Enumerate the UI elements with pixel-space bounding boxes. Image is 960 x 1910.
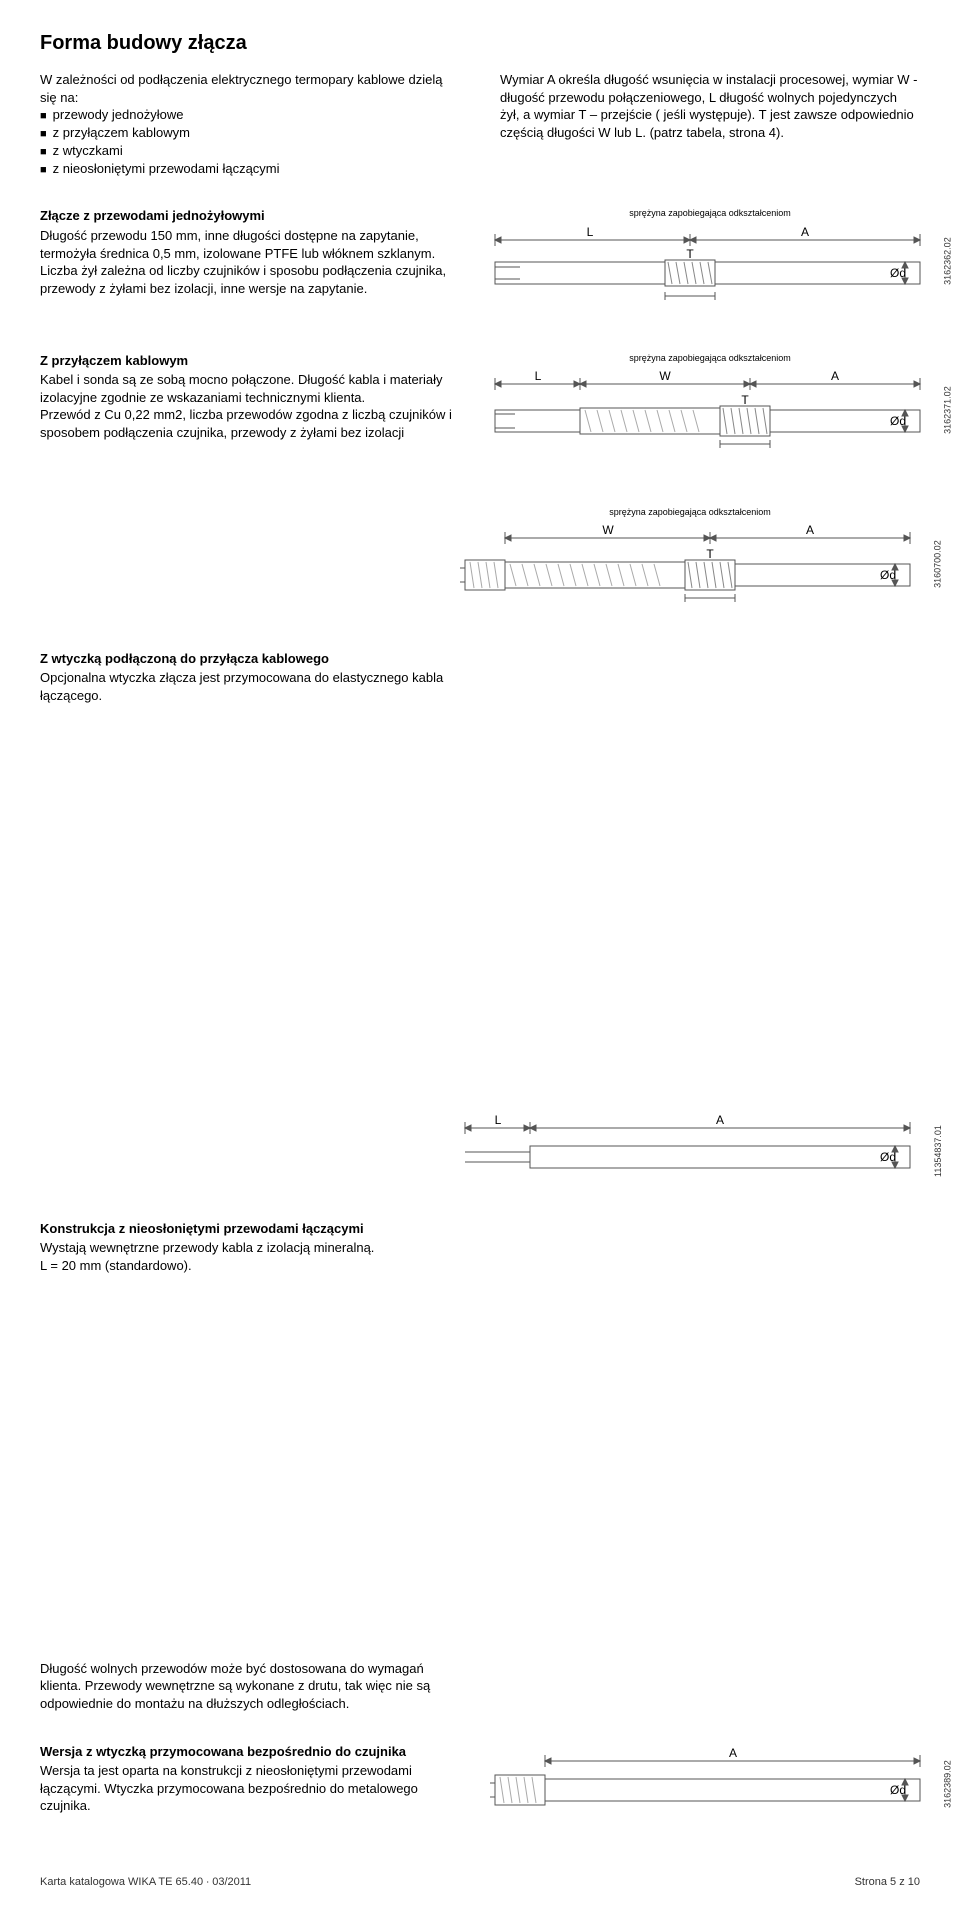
diagram-single-wires: L A T Ød bbox=[490, 222, 930, 302]
svg-text:L: L bbox=[495, 1113, 502, 1127]
intro-list: przewody jednożyłowe z przyłączem kablow… bbox=[40, 106, 460, 177]
section-body: Opcjonalna wtyczka złącza jest przymocow… bbox=[40, 669, 460, 704]
svg-text:A: A bbox=[801, 225, 809, 239]
svg-text:T: T bbox=[706, 547, 714, 561]
figure-code: 3162362.02 bbox=[942, 237, 954, 285]
footer-left: Karta katalogowa WIKA TE 65.40 ∙ 03/2011 bbox=[40, 1875, 251, 1890]
list-item: z nieosłoniętymi przewodami łączącymi bbox=[40, 160, 460, 178]
diagram-bare-leads: L A Ød bbox=[460, 1110, 920, 1180]
section-body: Długość przewodu 150 mm, inne długości d… bbox=[40, 227, 460, 297]
section-bare-leads: L A Ød 11354837.01 Konstrukcja z nieosło… bbox=[40, 1110, 920, 1640]
list-item: przewody jednożyłowe bbox=[40, 106, 460, 124]
svg-text:Ød: Ød bbox=[880, 1150, 896, 1164]
svg-text:A: A bbox=[716, 1113, 724, 1127]
section-heading: Z wtyczką podłączoną do przyłącza kablow… bbox=[40, 650, 460, 668]
svg-text:Ød: Ød bbox=[880, 568, 896, 582]
page-title: Forma budowy złącza bbox=[40, 30, 920, 57]
list-item: z wtyczkami bbox=[40, 142, 460, 160]
diagram-cable-connection: L W A T Ød bbox=[490, 366, 930, 456]
diagram-plug-direct: A Ød bbox=[490, 1743, 930, 1813]
page-footer: Karta katalogowa WIKA TE 65.40 ∙ 03/2011… bbox=[40, 1875, 920, 1890]
svg-text:T: T bbox=[741, 393, 749, 407]
svg-text:A: A bbox=[831, 369, 839, 383]
svg-text:A: A bbox=[729, 1746, 737, 1760]
intro-columns: W zależności od podłączenia elektryczneg… bbox=[40, 71, 920, 177]
section-body: Wystają wewnętrzne przewody kabla z izol… bbox=[40, 1239, 460, 1274]
figure-code: 3162371.02 bbox=[942, 386, 954, 434]
svg-text:W: W bbox=[659, 369, 671, 383]
section-body: Kabel i sonda są ze sobą mocno połączone… bbox=[40, 371, 460, 441]
section-plug-cable: sprężyna zapobiegająca odkształceniom W … bbox=[40, 506, 920, 1070]
section-body: Wersja ta jest oparta na konstrukcji z n… bbox=[40, 1762, 460, 1815]
section-cable-connection: Z przyłączem kablowym Kabel i sonda są z… bbox=[40, 352, 920, 456]
svg-text:W: W bbox=[602, 523, 614, 537]
svg-text:L: L bbox=[587, 225, 594, 239]
svg-text:Ød: Ød bbox=[890, 1783, 906, 1797]
svg-text:T: T bbox=[686, 247, 694, 261]
intro-right: Wymiar A określa długość wsunięcia w ins… bbox=[500, 71, 920, 177]
intro-right-text: Wymiar A określa długość wsunięcia w ins… bbox=[500, 71, 920, 141]
intro-lead: W zależności od podłączenia elektryczneg… bbox=[40, 71, 460, 106]
svg-text:Ød: Ød bbox=[890, 266, 906, 280]
section-heading: Konstrukcja z nieosłoniętymi przewodami … bbox=[40, 1220, 460, 1238]
svg-text:A: A bbox=[806, 523, 814, 537]
intro-left: W zależności od podłączenia elektryczneg… bbox=[40, 71, 460, 177]
svg-text:Ød: Ød bbox=[890, 414, 906, 428]
figure-caption: sprężyna zapobiegająca odkształceniom bbox=[490, 352, 930, 364]
figure-caption: sprężyna zapobiegająca odkształceniom bbox=[490, 207, 930, 219]
section-heading: Wersja z wtyczką przymocowana bezpośredn… bbox=[40, 1743, 460, 1761]
footer-right: Strona 5 z 10 bbox=[855, 1875, 920, 1890]
svg-text:L: L bbox=[535, 369, 542, 383]
extra-paragraph: Długość wolnych przewodów może być dosto… bbox=[40, 1660, 460, 1713]
figure-code: 3160700.02 bbox=[932, 540, 944, 588]
section-single-wires: Złącze z przewodami jednożyłowymi Długoś… bbox=[40, 207, 920, 301]
diagram-plug-cable: W A T Ød bbox=[460, 520, 920, 610]
list-item: z przyłączem kablowym bbox=[40, 124, 460, 142]
section-plug-direct: Wersja z wtyczką przymocowana bezpośredn… bbox=[40, 1743, 920, 1815]
section-heading: Z przyłączem kablowym bbox=[40, 352, 460, 370]
figure-code: 11354837.01 bbox=[932, 1125, 944, 1177]
section-heading: Złącze z przewodami jednożyłowymi bbox=[40, 207, 460, 225]
figure-code: 3162389.02 bbox=[942, 1760, 954, 1808]
figure-caption: sprężyna zapobiegająca odkształceniom bbox=[460, 506, 920, 518]
